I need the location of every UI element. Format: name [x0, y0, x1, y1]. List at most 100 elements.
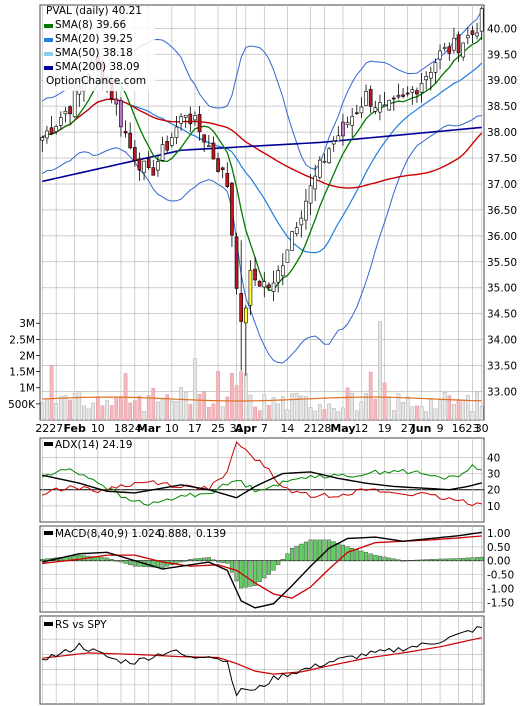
volume-bar — [438, 399, 442, 421]
volume-bar — [475, 391, 479, 421]
date-label: 27 — [401, 422, 415, 435]
volume-bar — [317, 404, 322, 421]
macd-histogram-bar — [179, 560, 184, 563]
macd-histogram-bar — [470, 557, 475, 561]
macd-histogram-bar — [290, 547, 295, 561]
candle-body — [438, 50, 442, 60]
macd-histogram-bar — [77, 554, 82, 561]
macd-tick-label: 1.00 — [487, 528, 510, 540]
volume-tick-label: 1.5M — [9, 367, 35, 379]
adx-tick-label: 10 — [487, 501, 500, 513]
candle-body — [280, 265, 285, 277]
volume-bar — [40, 402, 45, 421]
macd-histogram-bar — [317, 539, 322, 561]
macd-histogram-bar — [299, 543, 304, 561]
macd-histogram-bar — [266, 560, 271, 575]
date-label: 14 — [280, 422, 294, 435]
macd-histogram-bar — [410, 560, 415, 561]
date-label: 28 — [317, 422, 331, 435]
candle-body — [285, 249, 290, 263]
macd-histogram-bar — [465, 557, 470, 561]
volume-bar — [405, 396, 410, 421]
volume-bar — [465, 395, 470, 421]
price-tick-label: 34.50 — [487, 309, 517, 321]
macd-histogram-bar — [331, 541, 336, 561]
rs-legend: RS vs SPY — [44, 619, 107, 631]
adx-line — [42, 471, 482, 499]
candle-body — [211, 142, 216, 160]
macd-histogram-bar — [216, 560, 221, 563]
legend-swatch — [44, 66, 53, 70]
adx-tick-label: 40 — [487, 452, 500, 464]
macd-histogram-bar — [280, 559, 285, 561]
volume-bar — [470, 411, 475, 421]
candle-body — [461, 42, 466, 58]
volume-bar — [100, 405, 105, 421]
candle-body — [479, 8, 484, 32]
volume-bar — [387, 396, 392, 421]
volume-bar — [58, 396, 63, 421]
price-legend: PVAL (daily) 40.21 SMA(8) 39.66 SMA(20) 39… — [43, 5, 155, 91]
macd-histogram-bar — [354, 549, 359, 561]
macd-histogram-bar — [220, 560, 225, 563]
candle-body — [271, 282, 276, 292]
candle-body — [350, 116, 355, 126]
candle-body — [410, 89, 415, 93]
volume-bar — [220, 406, 225, 421]
candle-body — [142, 160, 146, 173]
macd-axis-labels: 1.00 0.50 0.00 -0.50-1.00 -1.50 — [487, 528, 514, 609]
volume-bar — [479, 406, 484, 421]
macd-histogram-bar — [387, 557, 392, 561]
candle-body — [230, 182, 234, 236]
volume-bar — [211, 403, 216, 421]
volume-bar — [248, 394, 253, 421]
price-tick-label: 33.00 — [487, 386, 517, 398]
candle-body — [345, 122, 350, 125]
macd-histogram-bar — [197, 558, 202, 561]
legend-entry: SMA(50) 38.18 — [55, 47, 133, 59]
date-label: 10 — [165, 422, 179, 435]
price-tick-label: 37.00 — [487, 179, 517, 191]
candle-body — [123, 131, 128, 134]
macd-histogram-bar — [151, 560, 156, 568]
candle-body — [359, 106, 364, 114]
macd-histogram-bar — [183, 560, 188, 562]
month-label: Apr — [235, 422, 257, 435]
volume-bar — [290, 393, 294, 421]
volume-tick-label: 2.5M — [9, 334, 35, 346]
volume-bar — [45, 398, 49, 421]
volume-bar — [368, 371, 373, 421]
date-label: 12 — [354, 422, 368, 435]
macd-histogram-bar — [475, 557, 480, 561]
volume-bar — [359, 401, 364, 421]
macd-histogram-bar — [364, 552, 369, 561]
candle-body — [248, 270, 253, 306]
volume-bar — [253, 406, 257, 421]
candle-body — [313, 175, 318, 190]
volume-bar — [442, 391, 447, 421]
candle-body — [276, 270, 281, 283]
candle-body — [119, 100, 123, 128]
volume-bar — [109, 405, 114, 421]
volume-bar — [114, 396, 119, 421]
volume-bar — [424, 411, 429, 421]
candle-body — [257, 280, 262, 287]
volume-bar — [410, 406, 415, 421]
macd-histogram-bar — [243, 560, 248, 588]
date-label: 22 — [35, 422, 49, 435]
macd-histogram-bar — [308, 539, 313, 561]
volume-bar — [54, 403, 59, 421]
candle-body — [169, 137, 174, 146]
candle-body — [262, 281, 267, 288]
macd-histogram-bar — [211, 559, 216, 561]
macd-histogram-bar — [391, 558, 396, 561]
volume-bar — [428, 398, 433, 421]
macd-legend: MACD(8,40,9) 1.024,0.888, 0.139 — [44, 528, 226, 540]
rs-legend-text: RS vs SPY — [55, 619, 107, 631]
volume-bar — [322, 409, 327, 421]
month-label: May — [330, 422, 355, 435]
macd-histogram-bar — [72, 555, 77, 561]
volume-bar — [197, 394, 202, 421]
volume-bar — [341, 407, 345, 421]
